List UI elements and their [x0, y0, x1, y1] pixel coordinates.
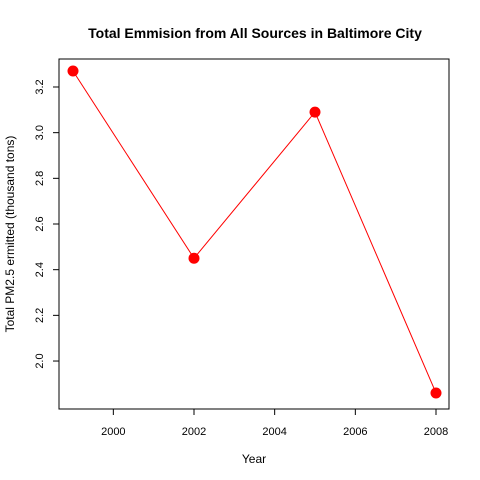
y-tick-label: 3.2	[34, 79, 46, 94]
data-point	[430, 387, 442, 399]
series-line	[72, 70, 437, 394]
x-tick-label: 2004	[262, 426, 286, 438]
y-tick-label: 2.4	[34, 262, 46, 277]
y-tick-label: 2.2	[34, 308, 46, 323]
x-tick-label: 2006	[343, 426, 367, 438]
x-tick-label: 2000	[101, 426, 125, 438]
y-axis: 2.0 2.2 2.4 2.6 2.8 3.0 3.2	[34, 79, 59, 369]
plot-frame	[58, 58, 450, 410]
y-tick-label: 2.8	[34, 171, 46, 186]
series-layer	[67, 65, 442, 399]
y-tick-label: 3.0	[34, 125, 46, 140]
data-point	[188, 252, 200, 264]
x-tick-label: 2002	[182, 426, 206, 438]
y-tick-label: 2.6	[34, 216, 46, 231]
y-tick-label: 2.0	[34, 353, 46, 368]
y-axis-label: Total PM2.5 ermitted (thousand tons)	[3, 136, 17, 333]
chart-title: Total Emmision from All Sources in Balti…	[88, 25, 422, 41]
data-point	[309, 106, 321, 118]
x-axis-label: Year	[242, 452, 266, 466]
x-tick-label: 2008	[424, 426, 448, 438]
x-axis: 2000 2002 2004 2006 2008	[101, 409, 448, 438]
data-point	[67, 65, 79, 77]
